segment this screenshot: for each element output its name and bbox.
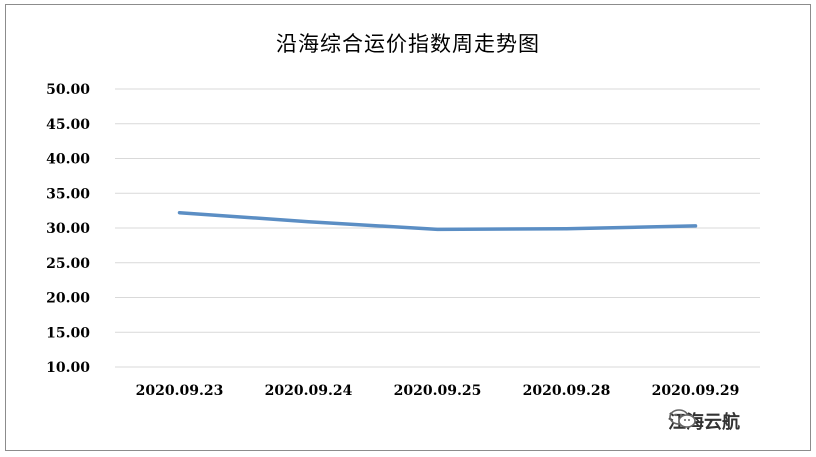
y-axis-ticks: 10.00 15.00 20.00 25.00 30.00 35.00 40.00 45.00… — [46, 82, 90, 376]
chart-title: 沿海综合运价指数周走势图 — [276, 32, 540, 56]
series-line — [177, 210, 698, 232]
y-tick-label: 45.00 — [46, 117, 90, 133]
watermark: 江海云航 — [668, 407, 740, 435]
y-tick-label: 35.00 — [46, 186, 90, 202]
x-tick-label: 2020.09.29 — [652, 383, 740, 399]
x-tick-label: 2020.09.28 — [523, 383, 611, 399]
x-tick-label: 2020.09.24 — [265, 383, 353, 399]
y-tick-label: 20.00 — [46, 291, 90, 307]
y-tick-label: 10.00 — [46, 360, 90, 376]
y-tick-label: 30.00 — [46, 221, 90, 237]
series-layer — [177, 210, 698, 232]
x-tick-label: 2020.09.25 — [394, 383, 482, 399]
wechat-icon — [669, 409, 696, 428]
x-axis-ticks: 2020.09.23 2020.09.24 2020.09.25 2020.09.28… — [136, 383, 740, 399]
y-tick-label: 15.00 — [46, 325, 90, 341]
y-tick-label: 40.00 — [46, 152, 90, 168]
gridlines — [115, 88, 760, 368]
y-tick-label: 50.00 — [46, 82, 90, 98]
y-tick-label: 25.00 — [46, 256, 90, 272]
x-tick-label: 2020.09.23 — [136, 383, 224, 399]
